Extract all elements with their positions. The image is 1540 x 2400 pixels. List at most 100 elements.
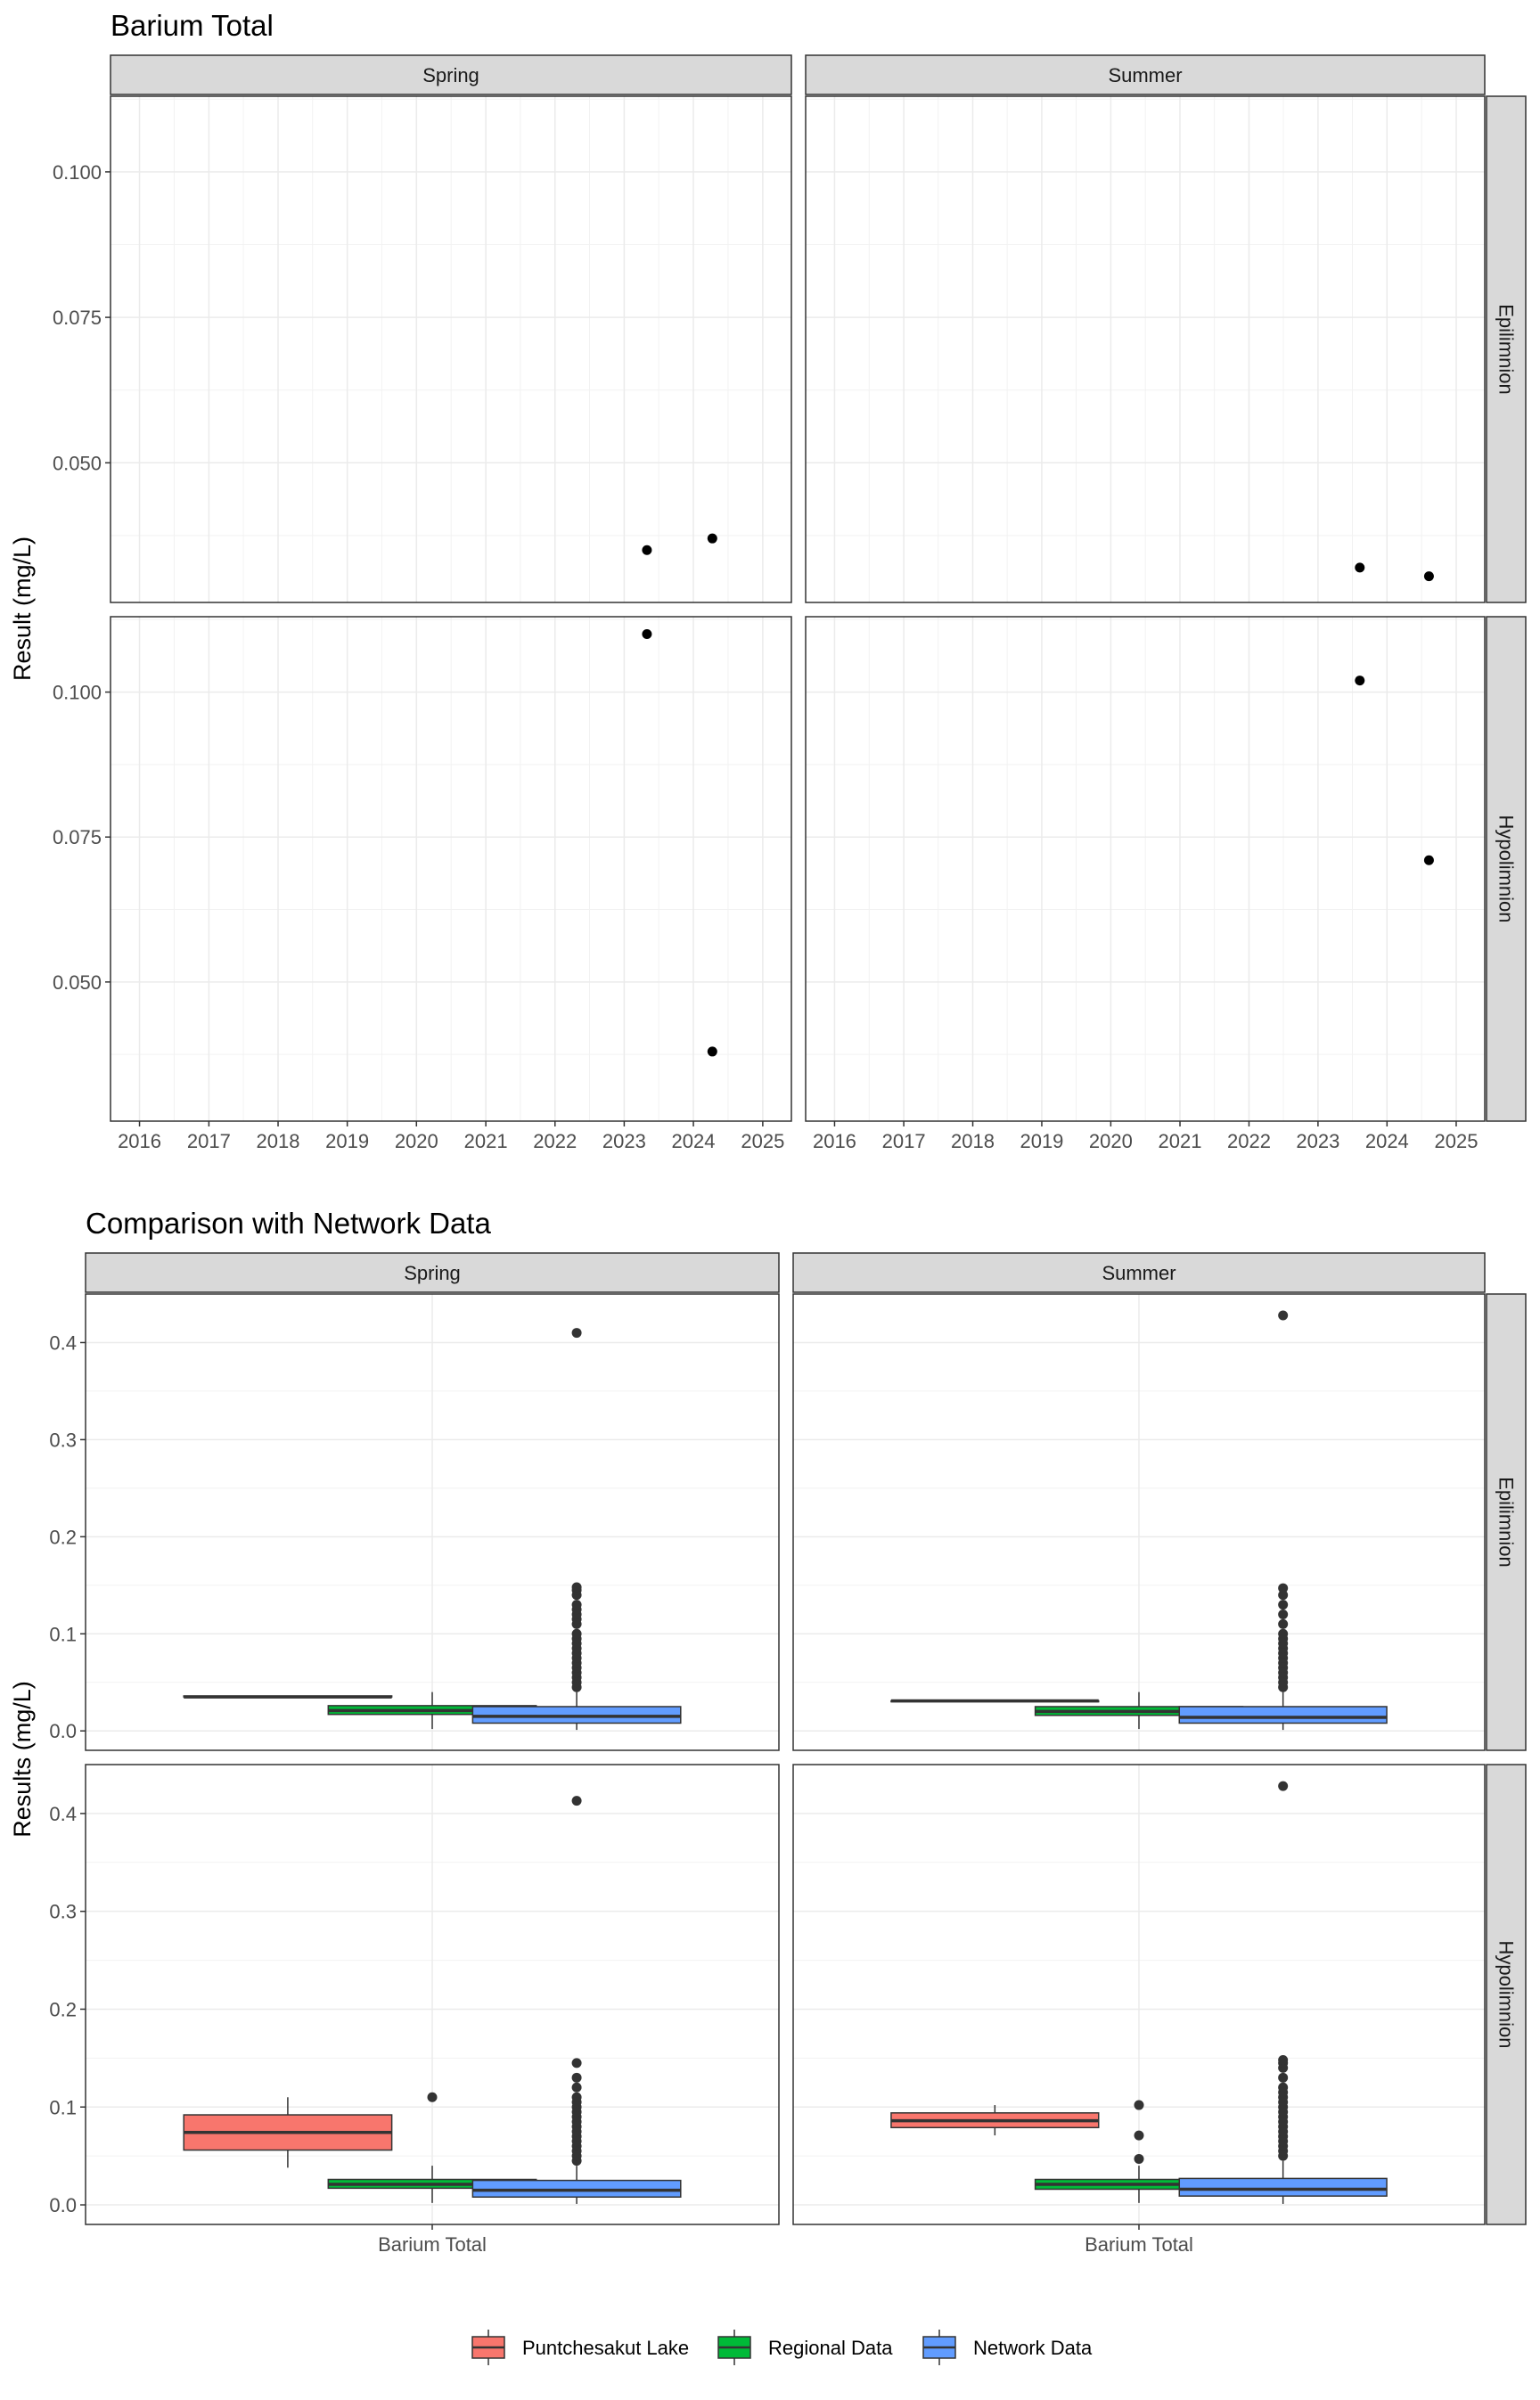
data-point: [707, 533, 717, 544]
outlier-point: [571, 2058, 582, 2068]
box-puntchesakut-lake: [183, 1695, 393, 1699]
strip-spring: Spring: [110, 54, 792, 95]
strip-bg: [805, 54, 1486, 95]
y-tick-label: 0.075: [53, 307, 102, 329]
strip-bg: [1486, 1293, 1527, 1751]
panel-summer-epilimnion: [805, 95, 1486, 603]
data-point: [642, 629, 652, 640]
data-point: [707, 1046, 717, 1057]
strip-hypolimnion: Hypolimnion: [1486, 1764, 1527, 2225]
x-tick-label: 2018: [951, 1130, 995, 1152]
outlier-point: [571, 1796, 582, 1806]
outlier-point: [571, 2092, 582, 2102]
box-network-data: [471, 1328, 682, 1731]
chart-title: Barium Total: [111, 9, 274, 42]
outlier-point: [1278, 2072, 1289, 2083]
legend-label: Puntchesakut Lake: [522, 2337, 689, 2359]
x-tick-label: 2019: [325, 1130, 369, 1152]
x-tick-label: 2025: [1434, 1130, 1478, 1152]
strip-label: Summer: [1102, 1262, 1175, 1284]
x-tick-label: 2024: [1365, 1130, 1409, 1152]
outlier-point: [1278, 1781, 1289, 1791]
y-tick-label: 0.1: [49, 2096, 77, 2118]
strip-hypolimnion: Hypolimnion: [1486, 616, 1527, 1122]
y-tick-label: 0.1: [49, 1623, 77, 1645]
x-tick-label: 2018: [257, 1130, 300, 1152]
box-iqr: [1178, 1706, 1388, 1724]
x-tick-label: 2023: [1296, 1130, 1339, 1152]
x-tick-label: 2020: [1089, 1130, 1133, 1152]
panel-spring-hypolimnion: [110, 616, 792, 1122]
strip-bg: [1486, 95, 1527, 603]
strip-bg: [792, 1252, 1486, 1293]
outlier-point: [571, 1328, 582, 1339]
box-network-data: [1178, 1310, 1388, 1731]
x-tick-label: 2024: [672, 1130, 716, 1152]
chart-barium-total: Barium Total Spring Summer Epilimnion Hypoli…: [9, 9, 1527, 1152]
outlier-point: [1134, 2100, 1144, 2110]
strip-bg: [110, 54, 792, 95]
x-tick-label: 2021: [1159, 1130, 1202, 1152]
x-tick-label: 2021: [464, 1130, 508, 1152]
outlier-point: [1278, 2082, 1289, 2093]
strip-epilimnion: Epilimnion: [1486, 95, 1527, 603]
y-tick-label: 0.4: [49, 1331, 77, 1354]
data-point: [1423, 855, 1434, 865]
panel-border: [805, 616, 1486, 1122]
strip-label: Hypolimnion: [1495, 1940, 1518, 2048]
box-network-data: [471, 1796, 682, 2204]
data-point: [642, 545, 652, 555]
legend: Puntchesakut Lake Regional Data Network Da…: [471, 2330, 1093, 2365]
legend-label: Regional Data: [768, 2337, 893, 2359]
strip-spring: Spring: [85, 1252, 780, 1293]
outlier-point: [571, 1582, 582, 1593]
panel-summer-epilimnion: [792, 1293, 1486, 1751]
y-tick-label: 0.3: [49, 1901, 77, 1923]
y-axis-title: Result (mg/L): [9, 537, 36, 681]
legend-item-network-data: Network Data: [922, 2330, 1093, 2365]
chart-comparison-network: Comparison with Network Data Spring Summer…: [9, 1207, 1527, 2256]
box-puntchesakut-lake: [183, 2097, 393, 2168]
panel-spring-hypolimnion: [85, 1764, 780, 2225]
outlier-point: [571, 2082, 582, 2093]
y-tick-label: 0.2: [49, 1526, 77, 1548]
strip-epilimnion: Epilimnion: [1486, 1293, 1527, 1751]
x-tick-label: 2023: [602, 1130, 646, 1152]
outlier-point: [571, 1628, 582, 1639]
data-point: [1355, 562, 1365, 573]
outlier-point: [1278, 1609, 1289, 1619]
panel-border: [792, 1293, 1486, 1751]
box-puntchesakut-lake: [890, 1699, 1100, 1703]
box-iqr: [1178, 2177, 1388, 2197]
x-tick-label: Barium Total: [378, 2233, 487, 2256]
panel-summer-hypolimnion: [805, 616, 1486, 1122]
box-puntchesakut-lake: [890, 2105, 1100, 2136]
y-tick-label: 0.3: [49, 1429, 77, 1451]
outlier-point: [1278, 1583, 1289, 1593]
outlier-point: [1134, 2153, 1144, 2164]
chart-title: Comparison with Network Data: [86, 1207, 491, 1240]
y-tick-label: 0.2: [49, 1998, 77, 2020]
y-tick-label: 0.0: [49, 2194, 77, 2216]
strip-label: Summer: [1108, 64, 1182, 86]
outlier-point: [1278, 1618, 1289, 1629]
panel-spring-epilimnion: [85, 1293, 780, 1751]
strip-summer: Summer: [792, 1252, 1486, 1293]
y-tick-label: 0.0: [49, 1720, 77, 1742]
strip-bg: [1486, 1764, 1527, 2225]
outlier-point: [1278, 1590, 1289, 1601]
data-point: [1423, 571, 1434, 582]
strip-label: Epilimnion: [1495, 304, 1518, 395]
outlier-point: [1278, 2055, 1289, 2066]
strip-label: Hypolimnion: [1495, 815, 1518, 922]
data-point: [1355, 676, 1365, 686]
panel-spring-epilimnion: [110, 95, 792, 603]
x-tick-label: 2019: [1020, 1130, 1063, 1152]
y-tick-label: 0.100: [53, 161, 102, 184]
panel-border: [85, 1293, 780, 1751]
legend-item-regional-data: Regional Data: [717, 2330, 893, 2365]
strip-summer: Summer: [805, 54, 1486, 95]
y-tick-label: 0.4: [49, 1803, 77, 1825]
x-tick-label: Barium Total: [1085, 2233, 1193, 2256]
